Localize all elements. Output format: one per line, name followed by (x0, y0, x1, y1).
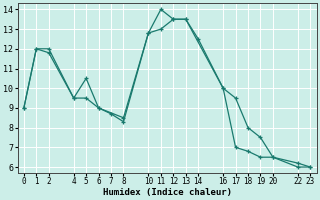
X-axis label: Humidex (Indice chaleur): Humidex (Indice chaleur) (103, 188, 232, 197)
